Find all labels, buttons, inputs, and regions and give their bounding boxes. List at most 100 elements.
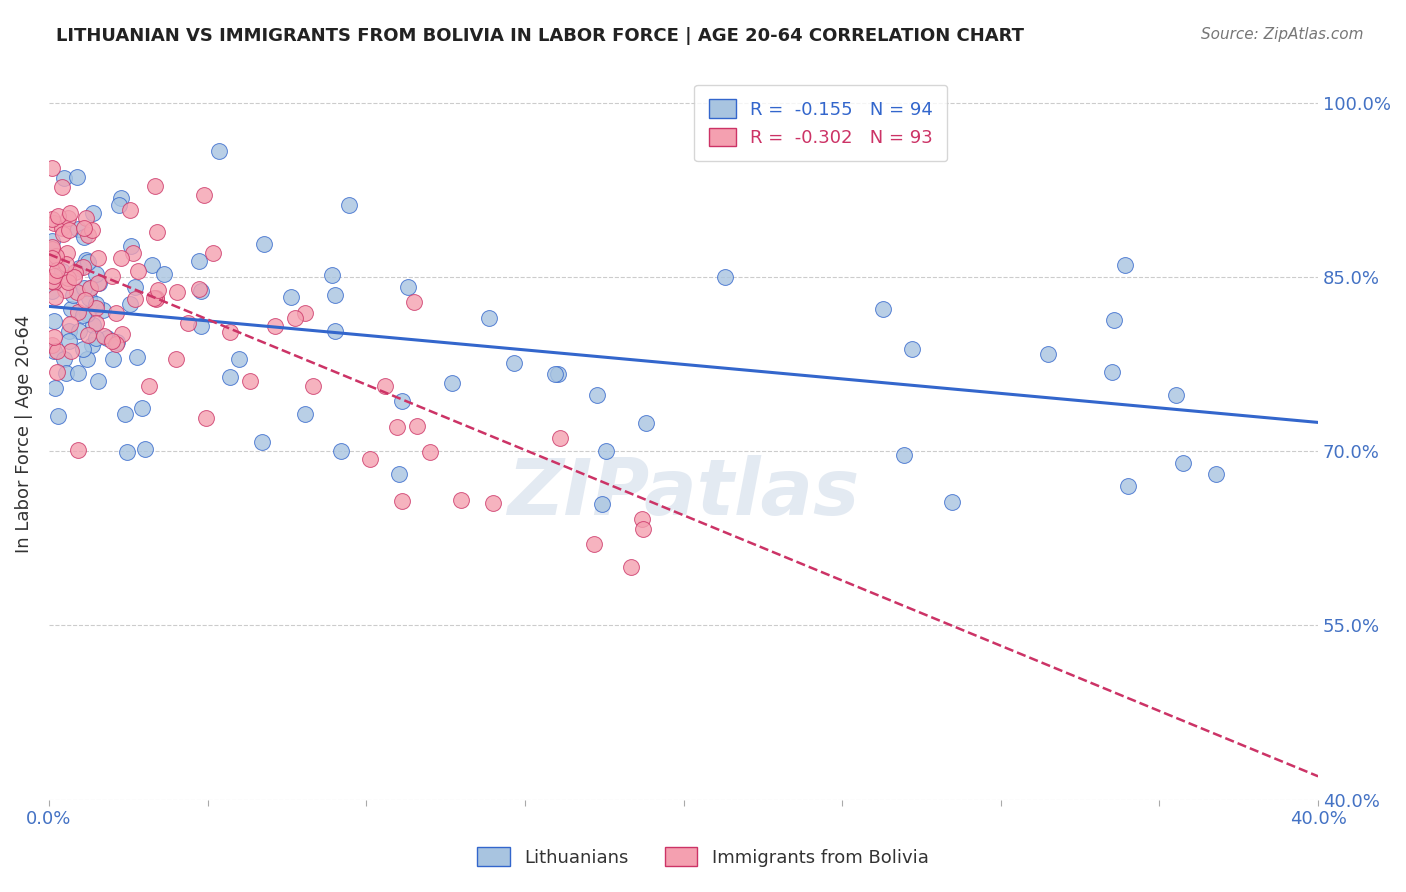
Point <box>82 318 104 333</box>
Point <box>73 230 96 244</box>
Point <box>548 431 571 445</box>
Point <box>359 451 381 466</box>
Point <box>41 274 63 288</box>
Point <box>253 236 276 251</box>
Point <box>62 269 84 284</box>
Point <box>67 443 90 458</box>
Point <box>75 253 97 268</box>
Point <box>124 280 146 294</box>
Point <box>118 297 141 311</box>
Point <box>190 319 212 334</box>
Point <box>76 228 98 243</box>
Point <box>41 161 63 176</box>
Point <box>66 285 89 299</box>
Point <box>51 263 73 277</box>
Point <box>391 494 413 508</box>
Point <box>284 310 307 325</box>
Point <box>77 291 100 305</box>
Point <box>51 221 73 235</box>
Point <box>56 275 79 289</box>
Legend: R =  -0.155   N = 94, R =  -0.302   N = 93: R = -0.155 N = 94, R = -0.302 N = 93 <box>695 85 948 161</box>
Point <box>391 393 413 408</box>
Point <box>142 291 165 305</box>
Point <box>134 442 156 457</box>
Point <box>1102 313 1125 327</box>
Point <box>301 379 323 393</box>
Point <box>323 325 346 339</box>
Point <box>87 276 110 290</box>
Point <box>280 290 302 304</box>
Point <box>1114 258 1136 272</box>
Point <box>104 306 127 320</box>
Point <box>62 287 84 301</box>
Point <box>1101 366 1123 380</box>
Point <box>73 221 96 235</box>
Point <box>294 306 316 320</box>
Point <box>73 293 96 307</box>
Point <box>53 283 76 297</box>
Point <box>544 367 567 381</box>
Point <box>188 283 211 297</box>
Point <box>87 374 110 388</box>
Point <box>52 227 75 242</box>
Point <box>250 434 273 449</box>
Point <box>84 267 107 281</box>
Point <box>110 251 132 265</box>
Point <box>714 270 737 285</box>
Point <box>586 388 609 402</box>
Point <box>145 225 167 239</box>
Point <box>145 291 167 305</box>
Point <box>59 318 82 332</box>
Point <box>67 366 90 380</box>
Point <box>58 324 80 338</box>
Point <box>195 411 218 425</box>
Point <box>67 260 90 275</box>
Point <box>41 251 63 265</box>
Point <box>190 284 212 298</box>
Point <box>105 334 128 349</box>
Point <box>76 307 98 321</box>
Point <box>73 281 96 295</box>
Point <box>89 276 111 290</box>
Point <box>143 179 166 194</box>
Point <box>441 376 464 391</box>
Point <box>79 281 101 295</box>
Point <box>631 512 654 526</box>
Point <box>84 316 107 330</box>
Point <box>96 330 118 344</box>
Point <box>202 245 225 260</box>
Point <box>91 302 114 317</box>
Point <box>125 351 148 365</box>
Point <box>238 374 260 388</box>
Point <box>631 522 654 536</box>
Point <box>46 209 69 223</box>
Text: LITHUANIAN VS IMMIGRANTS FROM BOLIVIA IN LABOR FORCE | AGE 20-64 CORRELATION CHA: LITHUANIAN VS IMMIGRANTS FROM BOLIVIA IN… <box>56 27 1024 45</box>
Point <box>582 537 605 551</box>
Point <box>893 448 915 462</box>
Text: ZIPatlas: ZIPatlas <box>508 455 859 531</box>
Point <box>42 268 65 283</box>
Point <box>84 331 107 345</box>
Point <box>166 285 188 299</box>
Point <box>124 293 146 307</box>
Point <box>67 324 90 338</box>
Point <box>42 276 65 290</box>
Point <box>75 211 97 226</box>
Point <box>145 292 167 306</box>
Point <box>141 258 163 272</box>
Point <box>84 297 107 311</box>
Point <box>46 409 69 423</box>
Point <box>42 314 65 328</box>
Point <box>1164 388 1187 402</box>
Point <box>101 351 124 366</box>
Point <box>450 493 472 508</box>
Point <box>84 301 107 315</box>
Point <box>41 242 63 256</box>
Point <box>547 367 569 381</box>
Point <box>108 198 131 212</box>
Point <box>634 416 657 430</box>
Point <box>51 180 73 194</box>
Point <box>941 495 963 509</box>
Point <box>100 334 122 348</box>
Point <box>901 343 924 357</box>
